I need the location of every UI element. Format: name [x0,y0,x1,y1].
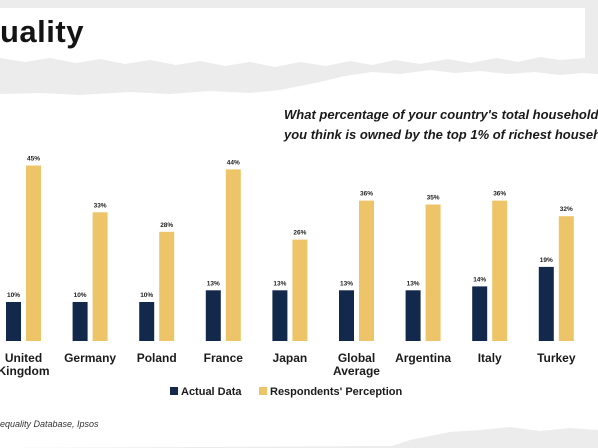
value-label-actual-1: 10% [74,292,87,299]
value-label-perception-0: 45% [27,156,40,163]
value-label-actual-4: 13% [273,280,286,287]
bar-actual-8 [538,266,554,341]
value-label-perception-6: 35% [427,195,440,202]
category-label-0-line-0: United [5,351,42,365]
survey-question: What percentage of your country's total … [284,105,598,145]
legend-label-actual: Actual Data [181,386,242,398]
value-label-perception-4: 26% [293,230,306,237]
bar-perception-7 [492,200,508,341]
category-label-1: Germany [64,351,116,365]
value-label-actual-3: 13% [207,280,220,287]
value-label-perception-7: 36% [493,191,506,198]
survey-question-line-1: What percentage of your country's total … [284,107,598,122]
legend-swatch-perception [259,387,267,395]
value-label-perception-8: 32% [560,206,573,213]
bar-actual-4 [272,290,288,341]
category-label-4: Japan [273,351,308,365]
title-paper-panel [0,8,585,67]
bar-perception-2 [159,231,175,341]
bar-perception-6 [425,204,441,341]
value-label-perception-5: 36% [360,191,373,198]
bar-perception-0 [26,165,41,341]
bar-perception-8 [558,216,574,341]
value-label-actual-8: 19% [540,257,553,264]
bar-actual-7 [472,286,488,341]
page-title: uality [0,14,84,49]
value-label-perception-1: 33% [94,202,107,209]
bar-actual-1 [72,302,88,341]
legend-label-perception: Respondents' Perception [270,386,402,398]
bar-actual-3 [205,290,221,341]
value-label-actual-2: 10% [140,292,153,299]
bar-actual-6 [405,290,421,341]
category-label-5-line-0: Global [338,351,375,365]
value-label-actual-0: 10% [7,292,20,299]
source-note: equality Database, Ipsos [0,419,99,429]
category-label-6: Argentina [395,351,451,365]
category-label-2: Poland [137,351,177,365]
value-label-actual-5: 13% [340,280,353,287]
legend-swatch-actual [170,387,178,395]
bar-perception-3 [225,169,241,341]
bar-perception-4 [292,239,308,341]
value-label-perception-3: 44% [227,159,240,166]
bar-perception-5 [359,200,374,341]
bar-actual-0 [6,302,21,341]
bar-actual-5 [339,290,354,341]
category-label-7: Italy [478,351,502,365]
bar-perception-1 [92,212,108,341]
value-label-perception-2: 28% [160,222,173,229]
category-label-5-line-1: Average [333,364,380,378]
category-label-0-line-1: Kingdom [0,364,50,378]
value-label-actual-6: 13% [407,280,420,287]
category-label-8: Turkey [537,351,576,365]
value-label-actual-7: 14% [473,276,486,283]
survey-question-line-2: you think is owned by the top 1% of rich… [284,127,598,142]
bar-actual-2 [139,302,155,341]
category-label-3: France [204,351,244,365]
